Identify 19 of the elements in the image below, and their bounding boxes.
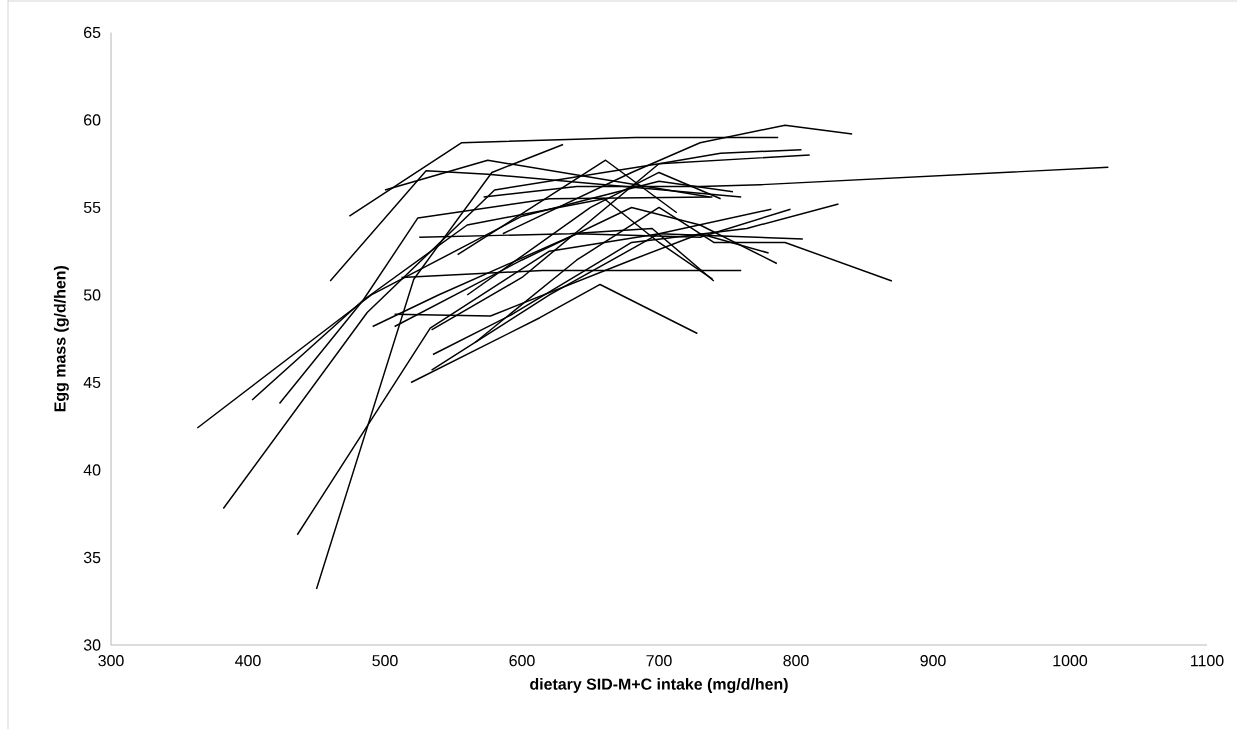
x-tick-label: 1100 (1191, 655, 1224, 667)
x-axis-title: dietary SID-M+C intake (mg/d/hen) (530, 678, 788, 693)
y-tick-label: 30 (83, 639, 101, 651)
y-axis-title: Egg mass (g/d/hen) (53, 266, 69, 412)
x-tick-label: 400 (235, 655, 261, 667)
x-tick-label: 1000 (1053, 655, 1088, 667)
y-tick-label: 40 (83, 464, 101, 476)
y-tick-label: 45 (83, 376, 101, 389)
x-tick-label: 300 (98, 655, 124, 667)
x-tick-label: 800 (783, 655, 809, 667)
y-tick-label: 50 (83, 289, 101, 301)
y-tick-label: 60 (84, 114, 101, 126)
x-tick-label: 700 (646, 655, 672, 667)
y-tick-label: 35 (83, 551, 101, 564)
x-tick-label: 500 (372, 655, 398, 667)
x-tick-label: 600 (509, 655, 535, 667)
y-tick-label: 65 (84, 26, 101, 39)
y-tick-label: 55 (83, 201, 101, 214)
x-tick-label: 900 (920, 655, 946, 667)
